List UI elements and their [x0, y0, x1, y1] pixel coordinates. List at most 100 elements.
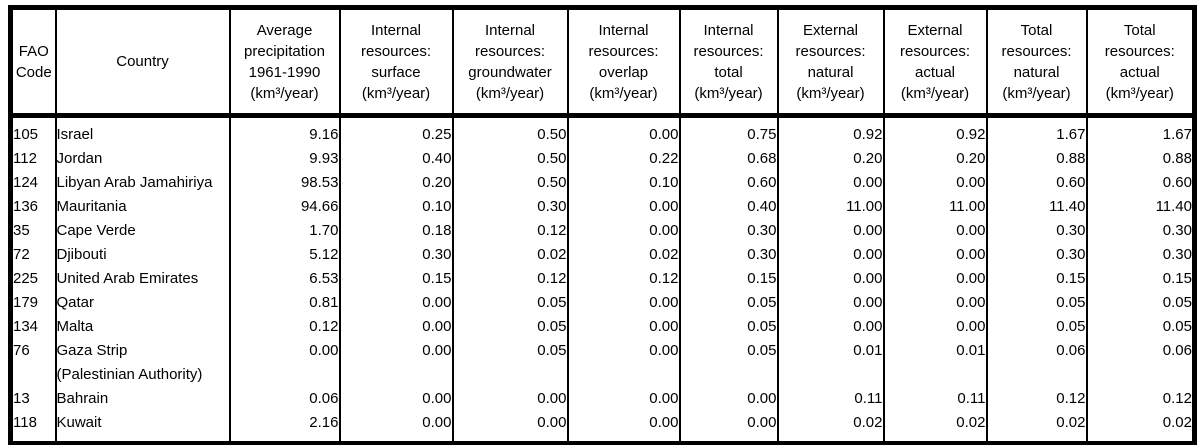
cell-fao-code: 76: [9, 339, 57, 387]
cell-int_surface: 0.20: [338, 171, 454, 195]
header-line: actual: [1119, 63, 1160, 81]
country-line: Gaza Strip: [56, 342, 128, 359]
cell-country: Malta: [54, 315, 231, 339]
cell-country: Gaza Strip (Palestinian Authority): [54, 339, 231, 387]
header-line: (km³/year): [1105, 84, 1174, 102]
header-line: Internal: [370, 21, 422, 39]
cell-int_total: 0.40: [678, 195, 779, 219]
header-line: Internal: [598, 21, 649, 39]
cell-int_surface: 0.30: [338, 243, 454, 267]
cell-ext_actual: 0.00: [882, 291, 988, 315]
cell-int_overlap: 0.00: [566, 387, 681, 411]
cell-ext_actual: 0.00: [882, 267, 988, 291]
cell-tot_actual: 0.05: [1085, 315, 1196, 339]
cell-fao-code: 118: [9, 411, 57, 444]
cell-int_overlap: 0.10: [566, 171, 681, 195]
header-line: resources:: [899, 42, 971, 60]
cell-ext_natural: 0.00: [776, 219, 885, 243]
cell-tot_natural: 0.05: [985, 315, 1088, 339]
cell-avg_precip: 9.93: [228, 147, 341, 171]
cell-ext_actual: 0.00: [882, 315, 988, 339]
header-line: natural: [1013, 63, 1060, 81]
table-row: 134 Malta 0.12 0.00 0.05 0.00 0.05 0.00 0.00 0.05…: [9, 315, 1196, 339]
cell-int_overlap: 0.00: [566, 411, 681, 444]
cell-ext_natural: 0.02: [776, 411, 885, 444]
cell-tot_natural: 1.67: [985, 115, 1088, 147]
country-line: (Palestinian Authority): [56, 366, 203, 383]
cell-ext_actual: 0.20: [882, 147, 988, 171]
cell-avg_precip: 98.53: [228, 171, 341, 195]
cell-avg_precip: 0.06: [228, 387, 341, 411]
cell-int_gw: 0.12: [451, 219, 569, 243]
cell-country: Libyan Arab Jamahiriya: [54, 171, 231, 195]
header-line: Code: [15, 63, 52, 81]
cell-ext_natural: 0.92: [776, 115, 885, 147]
cell-int_total: 0.15: [678, 267, 779, 291]
column-header-tot_natural: Total resources: natural (km³/year): [985, 6, 1088, 118]
header-line: (km³/year): [900, 84, 970, 102]
cell-int_surface: 0.18: [338, 219, 454, 243]
header-line: (km³/year): [1002, 84, 1071, 102]
cell-int_overlap: 0.12: [566, 267, 681, 291]
table-row: 35 Cape Verde 1.70 0.18 0.12 0.00 0.30 0.00 0.00…: [9, 219, 1196, 243]
header-line: natural: [807, 63, 854, 81]
header-line: Internal: [484, 21, 536, 39]
cell-tot_natural: 11.40: [985, 195, 1088, 219]
column-header-country: Country: [54, 6, 231, 118]
cell-ext_natural: 11.00: [776, 195, 885, 219]
cell-tot_actual: 0.15: [1085, 267, 1196, 291]
cell-int_total: 0.30: [678, 219, 779, 243]
cell-avg_precip: 5.12: [228, 243, 341, 267]
cell-ext_actual: 0.02: [882, 411, 988, 444]
cell-int_gw: 0.12: [451, 267, 569, 291]
column-header-ext_natural: External resources: natural (km³/year): [776, 6, 885, 118]
table-row: 13 Bahrain 0.06 0.00 0.00 0.00 0.00 0.11 0.11 0.1…: [9, 387, 1196, 411]
header-line: Internal: [703, 21, 754, 39]
cell-avg_precip: 94.66: [228, 195, 341, 219]
header-line: FAO: [18, 42, 49, 60]
header-line: Total: [1020, 21, 1053, 39]
water-resources-table: FAO Code Country Average precipitation 1961-1…: [8, 5, 1197, 445]
cell-fao-code: 124: [9, 171, 57, 195]
cell-country: Israel: [54, 115, 231, 147]
cell-int_total: 0.60: [678, 171, 779, 195]
table-row: 118 Kuwait 2.16 0.00 0.00 0.00 0.00 0.02 0.02 0.0…: [9, 411, 1196, 444]
cell-tot_actual: 0.88: [1085, 147, 1196, 171]
cell-tot_actual: 0.30: [1085, 219, 1196, 243]
table-row: 179 Qatar 0.81 0.00 0.05 0.00 0.05 0.00 0.00 0.05…: [9, 291, 1196, 315]
cell-int_surface: 0.25: [338, 115, 454, 147]
table-header: FAO Code Country Average precipitation 1961-1…: [9, 6, 1196, 118]
cell-ext_natural: 0.00: [776, 315, 885, 339]
header-line: actual: [914, 63, 956, 81]
cell-country: Jordan: [54, 147, 231, 171]
country-line: Libyan Arab Jamahiriya: [56, 174, 213, 191]
cell-int_gw: 0.50: [451, 115, 569, 147]
cell-int_surface: 0.10: [338, 195, 454, 219]
cell-country: Qatar: [54, 291, 231, 315]
cell-int_total: 0.00: [678, 387, 779, 411]
cell-int_gw: 0.05: [451, 339, 569, 387]
table-row: 76 Gaza Strip (Palestinian Authority) 0.00 0…: [9, 339, 1196, 387]
table-row: 225 United Arab Emirates 6.53 0.15 0.12 0.12 0…: [9, 267, 1196, 291]
header-line: precipitation: [244, 42, 325, 60]
header-line: resources:: [795, 42, 866, 60]
cell-country: Mauritania: [54, 195, 231, 219]
header-line: groundwater: [468, 63, 552, 81]
cell-int_surface: 0.15: [338, 267, 454, 291]
column-header-int_surface: Internal resources: surface (km³/year): [338, 6, 454, 118]
cell-int_total: 0.05: [678, 291, 779, 315]
cell-tot_natural: 0.06: [985, 339, 1088, 387]
cell-ext_natural: 0.00: [776, 291, 885, 315]
country-line: Malta: [56, 318, 94, 335]
cell-ext_natural: 0.20: [776, 147, 885, 171]
cell-ext_actual: 0.00: [882, 243, 988, 267]
cell-fao-code: 179: [9, 291, 57, 315]
country-line: Jordan: [56, 150, 103, 167]
header-line: total: [714, 63, 743, 81]
header-line: resources:: [360, 42, 432, 60]
cell-tot_natural: 0.12: [985, 387, 1088, 411]
header-line: (km³/year): [589, 84, 658, 102]
cell-avg_precip: 0.12: [228, 315, 341, 339]
header-line: resources:: [693, 42, 764, 60]
table-row: 112 Jordan 9.93 0.40 0.50 0.22 0.68 0.20 0.20 0.8…: [9, 147, 1196, 171]
